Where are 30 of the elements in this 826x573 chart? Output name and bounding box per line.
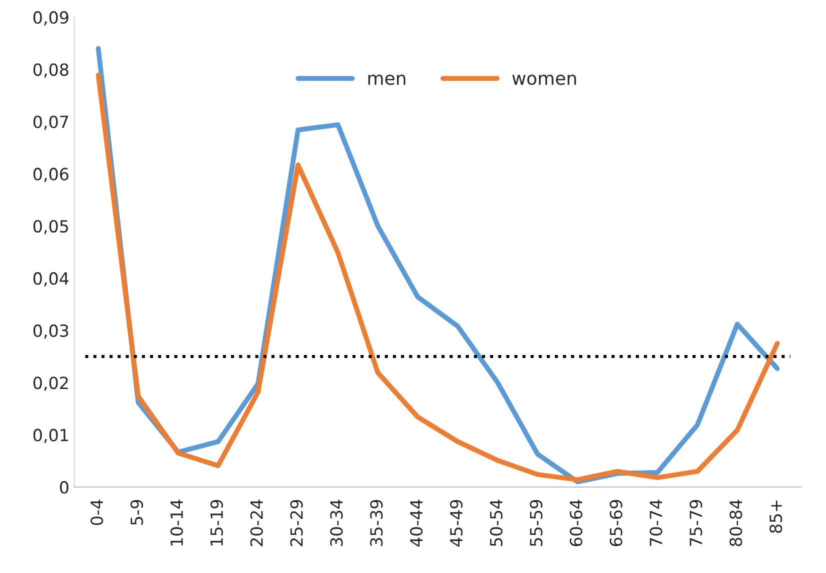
x-tick-label: 25-29	[290, 500, 303, 546]
x-tick-label: 10-14	[170, 500, 184, 546]
x-tick-label: 30-34	[330, 500, 343, 546]
y-tick-label: 0,06	[33, 168, 68, 182]
x-tick-label: 15-19	[210, 500, 223, 546]
y-tick-label: 0,08	[33, 63, 68, 78]
x-tick-label: 20-24	[250, 500, 263, 546]
legend-label: women	[512, 74, 576, 86]
y-tick-label: 0,02	[33, 376, 68, 391]
y-tick-label: 0,09	[33, 11, 68, 26]
x-tick-label: 65-69	[610, 500, 622, 546]
x-tick-label: 35-39	[370, 500, 383, 546]
x-tick-label: 50-54	[490, 500, 503, 546]
y-tick-label: 0	[60, 481, 68, 494]
x-tick-label: 5-9	[130, 500, 144, 525]
x-tick-label: 60-64	[570, 500, 582, 546]
x-tick-label: 70-74	[650, 500, 662, 546]
y-tick-label: 0,03	[33, 324, 68, 339]
x-tick-label: 80-84	[730, 500, 742, 546]
x-tick-label: 75-79	[690, 500, 702, 546]
x-tick-label: 40-44	[410, 500, 423, 546]
y-tick-label: 0,04	[33, 272, 69, 286]
x-tick-label: 55-59	[530, 500, 542, 546]
x-tick-label: 85+	[769, 500, 782, 533]
y-tick-label: 0,05	[33, 220, 68, 234]
y-tick-label: 0,01	[33, 428, 68, 444]
legend-label: men	[368, 74, 406, 86]
y-tick-label: 0,07	[33, 116, 68, 130]
x-tick-label: 45-49	[450, 500, 463, 546]
x-tick-label: 0-4	[90, 500, 104, 525]
